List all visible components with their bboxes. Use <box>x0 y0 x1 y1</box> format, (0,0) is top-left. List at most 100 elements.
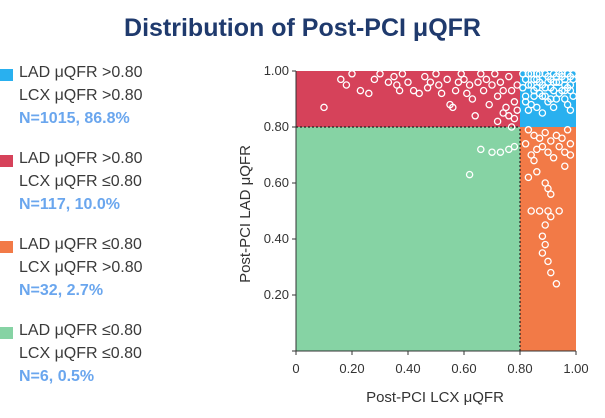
data-point <box>404 78 412 86</box>
legend-lad-label: LAD μQFR >0.80 <box>19 64 143 81</box>
data-point <box>454 78 463 86</box>
data-point <box>499 109 507 117</box>
legend: LAD μQFR >0.80 LCX μQFR >0.80 N=1015, 86… <box>0 62 240 406</box>
data-point <box>465 170 474 179</box>
data-point <box>415 89 423 98</box>
legend-item-both-below: LAD μQFR ≤0.80 LCX μQFR ≤0.80 N=6, 0.5% <box>0 320 240 406</box>
data-point <box>477 145 485 154</box>
data-point <box>524 70 533 78</box>
y-tick-label: 0.60 <box>264 175 289 190</box>
data-point <box>527 207 535 215</box>
legend-lcx-label: LCX μQFR ≤0.80 <box>19 345 142 362</box>
y-axis-label: Post-PCI LAD μQFR <box>237 145 254 283</box>
data-point <box>530 131 538 140</box>
data-point <box>563 100 572 109</box>
x-tick-label: 0.20 <box>339 361 364 376</box>
x-tick-label: 0.60 <box>451 361 476 376</box>
data-point <box>544 184 552 193</box>
data-point <box>505 112 513 120</box>
data-point <box>541 84 549 92</box>
data-point <box>521 75 530 84</box>
data-point <box>541 179 549 187</box>
data-point <box>530 75 538 84</box>
data-point <box>488 148 496 156</box>
data-point <box>544 207 552 215</box>
data-point <box>519 84 527 92</box>
data-point <box>538 249 547 257</box>
data-point <box>443 75 451 84</box>
data-point <box>541 128 549 137</box>
data-point <box>491 70 499 78</box>
data-point <box>342 81 351 89</box>
x-tick-label: 1.00 <box>563 361 588 376</box>
data-point <box>524 81 533 89</box>
data-point <box>555 207 563 215</box>
data-point <box>460 75 468 84</box>
legend-item-lcx-above: LAD μQFR ≤0.80 LCX μQFR >0.80 N=32, 2.7% <box>0 234 240 320</box>
data-point <box>527 81 535 89</box>
legend-lcx-label: LCX μQFR >0.80 <box>19 259 143 276</box>
legend-swatch-red <box>0 155 13 167</box>
data-point <box>513 106 521 114</box>
data-point <box>320 103 328 112</box>
data-point <box>510 142 519 151</box>
data-point <box>535 78 544 86</box>
data-point <box>365 89 373 98</box>
legend-count: N=6, 0.5% <box>19 368 95 385</box>
data-point <box>437 89 446 98</box>
legend-lad-label: LAD μQFR >0.80 <box>19 150 143 167</box>
data-point <box>468 95 477 103</box>
data-point <box>426 78 435 86</box>
data-point <box>488 81 496 89</box>
data-point <box>348 70 356 78</box>
point-layer <box>320 70 577 288</box>
data-point <box>513 81 521 89</box>
data-point <box>521 140 530 148</box>
legend-count: N=117, 10.0% <box>19 196 120 213</box>
legend-lad-label: LAD μQFR ≤0.80 <box>19 236 142 253</box>
legend-lcx-label: LCX μQFR >0.80 <box>19 87 143 104</box>
x-axis-label: Post-PCI LCX μQFR <box>366 389 504 406</box>
data-point <box>398 70 407 78</box>
data-point <box>535 134 544 142</box>
data-point <box>485 100 493 109</box>
legend-item-lad-above: LAD μQFR >0.80 LCX μQFR ≤0.80 N=117, 10.… <box>0 148 240 234</box>
data-point <box>549 103 558 112</box>
y-tick-label: 0.80 <box>264 119 289 134</box>
axes: 0 0.20 0.40 0.60 0.80 1.00 0.20 0.40 0.60 0.80 1.0… <box>264 63 589 376</box>
data-point <box>538 232 547 240</box>
data-point <box>479 86 488 95</box>
x-tick-label: 0.40 <box>395 361 420 376</box>
data-point <box>423 84 432 92</box>
data-point <box>541 221 549 229</box>
data-point <box>521 98 530 106</box>
data-point <box>541 70 549 78</box>
data-point <box>457 70 465 78</box>
data-point <box>561 162 569 170</box>
data-point <box>555 142 563 151</box>
data-point <box>496 78 505 86</box>
data-point <box>393 81 401 89</box>
data-point <box>463 89 471 98</box>
data-point <box>471 112 479 120</box>
data-point <box>561 148 569 156</box>
data-point <box>493 92 502 100</box>
data-point <box>524 126 533 134</box>
data-point <box>499 86 507 95</box>
data-point <box>409 86 418 95</box>
data-point <box>505 72 513 81</box>
data-point <box>482 75 491 84</box>
legend-swatch-green <box>0 327 13 339</box>
x-tick-label: 0 <box>292 361 299 376</box>
data-point <box>496 148 505 156</box>
data-point <box>561 86 569 95</box>
data-point <box>390 72 398 81</box>
data-point <box>549 154 558 162</box>
data-point <box>533 84 541 92</box>
data-point <box>533 168 541 176</box>
data-point <box>566 72 575 81</box>
data-point <box>530 92 538 100</box>
y-tick-label: 0.20 <box>264 287 289 302</box>
data-point <box>561 95 569 103</box>
